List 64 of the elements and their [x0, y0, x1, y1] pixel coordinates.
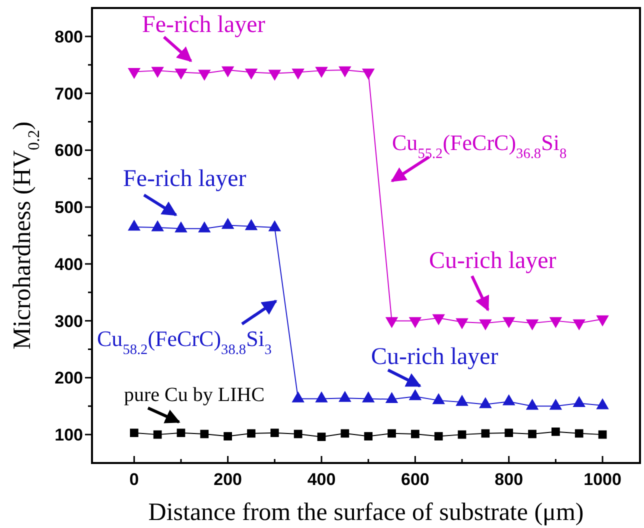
point [385, 317, 398, 328]
point [151, 66, 164, 78]
point [410, 430, 420, 438]
annotation: Cu$_{58.2}$(FeCrC)$_{38.8}$Si$_{3}$ [97, 326, 272, 358]
point [364, 432, 373, 440]
point [479, 319, 492, 330]
point [292, 68, 304, 80]
point [176, 428, 186, 438]
point [362, 68, 375, 80]
point [247, 429, 256, 438]
x-axis-title: Distance from the surface of substrate (μm) [148, 499, 584, 526]
point [294, 430, 302, 438]
annotation: Fe-rich layer [142, 12, 266, 38]
point [456, 318, 468, 330]
point [340, 429, 350, 438]
y-tick-label: 100 [54, 426, 83, 445]
point [153, 430, 162, 439]
point [198, 70, 211, 81]
point [270, 428, 279, 438]
point [572, 319, 586, 330]
x-tick-label: 800 [494, 470, 524, 489]
point [315, 66, 328, 78]
y-tick-label: 500 [54, 198, 83, 218]
point [502, 317, 516, 328]
x-tick-label: 1000 [584, 470, 622, 489]
point [434, 432, 443, 440]
point [481, 429, 490, 438]
y-tick-label: 700 [54, 84, 83, 104]
point [224, 432, 232, 440]
y-tick-label: 300 [54, 312, 83, 331]
point [596, 315, 609, 326]
point [408, 317, 422, 328]
x-tick-label: 0 [129, 470, 139, 489]
point [388, 429, 396, 438]
point [244, 68, 258, 80]
point [200, 430, 209, 438]
point [268, 70, 282, 81]
y-tick-label: 800 [54, 27, 83, 46]
point [338, 66, 352, 78]
annotation: Cu$_{55.2}$(FeCrC)$_{36.8}$Si$_{8}$ [392, 130, 567, 162]
annotation: Cu-rich layer [371, 344, 498, 370]
y-tick-label: 200 [54, 368, 83, 388]
point [128, 68, 141, 80]
point [574, 429, 584, 438]
point [130, 428, 138, 438]
point [528, 430, 536, 438]
annotation: Fe-rich layer [123, 166, 246, 192]
point [526, 319, 539, 330]
annotation: pure Cu by LIHC [124, 384, 265, 406]
point [174, 68, 188, 80]
point [458, 430, 466, 439]
y-tick-label: 600 [54, 141, 83, 160]
x-tick-label: 600 [400, 470, 430, 489]
x-tick-label: 200 [214, 470, 242, 489]
annotation: Cu-rich layer [429, 248, 556, 274]
point [598, 430, 607, 439]
point [549, 317, 562, 328]
point [317, 432, 326, 442]
point [432, 314, 445, 326]
x-tick-label: 400 [307, 470, 336, 489]
y-tick-label: 400 [54, 254, 83, 274]
point [504, 428, 514, 438]
point [221, 66, 234, 78]
point [552, 428, 560, 436]
